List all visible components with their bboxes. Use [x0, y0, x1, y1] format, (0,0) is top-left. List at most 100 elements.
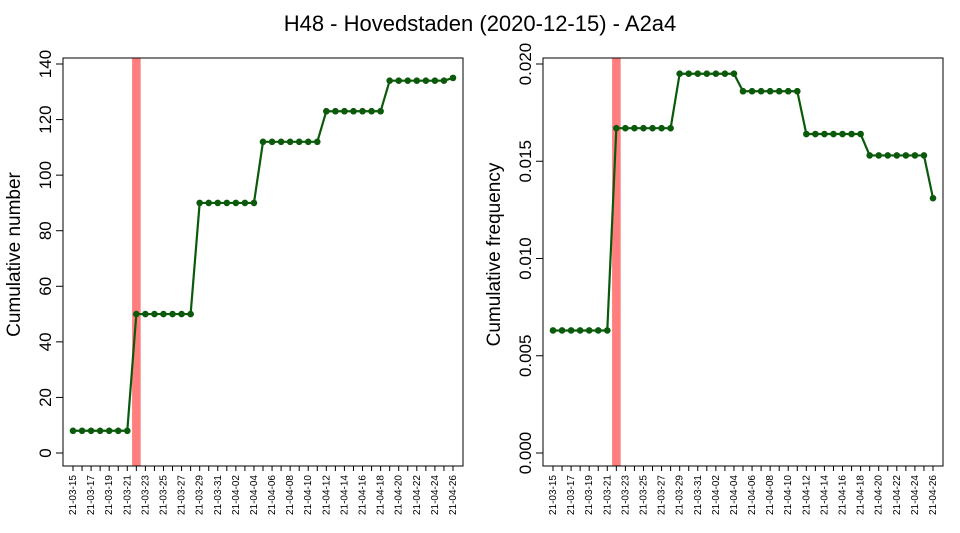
data-point	[313, 138, 321, 146]
data-point	[775, 87, 783, 95]
x-tick-label: 21-03-31	[213, 475, 224, 515]
data-point	[404, 77, 412, 84]
y-tick-label: 0.005	[516, 334, 535, 377]
data-point	[893, 152, 901, 159]
data-point	[178, 310, 185, 318]
data-point	[821, 130, 828, 138]
data-point	[694, 70, 702, 78]
right-panel-cumulative-frequency: 0.000 0.005 0.010 0.015 0.020 Cumulative freq…	[484, 43, 944, 515]
plot-frame	[62, 57, 464, 467]
y-tick-label: 40	[36, 332, 55, 351]
data-point	[223, 199, 231, 207]
data-point	[667, 124, 674, 132]
data-point	[594, 327, 602, 334]
x-tick-label: 21-04-10	[783, 475, 794, 515]
highlight-band	[132, 58, 141, 466]
data-point	[884, 152, 892, 159]
x-tick-label: 21-03-29	[195, 475, 206, 515]
y-tick-label: 140	[36, 50, 55, 78]
data-point	[703, 70, 711, 78]
x-tick-label: 21-04-16	[358, 475, 369, 515]
data-point	[748, 87, 756, 95]
data-point	[920, 152, 928, 159]
data-point	[640, 124, 647, 132]
data-point	[866, 152, 873, 159]
x-tick-label: 21-04-04	[729, 475, 740, 515]
data-point	[377, 107, 384, 115]
x-tick-label: 21-03-25	[158, 475, 169, 515]
data-point	[268, 138, 276, 146]
plot-frame	[542, 57, 944, 467]
x-tick-label: 21-03-17	[566, 475, 577, 515]
data-point	[712, 70, 720, 78]
data-point	[114, 427, 122, 435]
data-point	[142, 310, 149, 318]
data-point	[793, 87, 801, 95]
x-tick-label: 21-04-10	[303, 475, 314, 515]
data-point	[549, 327, 557, 334]
data-point	[431, 77, 439, 84]
x-tick-label: 21-03-17	[86, 475, 97, 515]
data-point	[277, 138, 285, 146]
left-panel-cumulative-number: 0 20 40 60 80 100 120 140 Cumulative number 21-03…	[4, 50, 464, 515]
x-tick-label: 21-04-18	[376, 475, 387, 515]
x-tick-label: 21-03-27	[657, 475, 668, 515]
series-line	[553, 72, 935, 332]
x-tick-label: 21-03-21	[602, 475, 613, 515]
y-tick-label: 0.015	[516, 140, 535, 183]
x-tick-label: 21-03-31	[693, 475, 704, 515]
y-tick-label: 60	[36, 277, 55, 296]
data-point	[603, 327, 611, 334]
y-tick-label: 20	[36, 388, 55, 407]
data-point	[857, 130, 864, 138]
data-point	[123, 427, 131, 435]
y-tick-label: 120	[36, 105, 55, 133]
data-point	[359, 107, 366, 115]
data-point	[649, 124, 656, 132]
data-point	[440, 77, 448, 84]
data-point	[739, 87, 747, 95]
x-tick-label: 21-04-24	[430, 475, 441, 515]
data-point	[830, 130, 837, 138]
data-point	[576, 327, 584, 334]
x-tick-label: 21-04-20	[874, 475, 885, 515]
data-point	[133, 310, 140, 318]
data-point	[96, 427, 104, 435]
y-tick-label: 0.000	[516, 432, 535, 475]
x-tick-label: 21-04-20	[394, 475, 405, 515]
data-point	[78, 427, 86, 435]
data-point	[205, 199, 213, 207]
data-point	[169, 310, 176, 318]
data-point	[368, 107, 375, 115]
data-point	[585, 327, 593, 334]
data-point	[622, 124, 629, 132]
data-point	[187, 310, 194, 318]
data-point	[766, 87, 774, 95]
data-point	[413, 77, 421, 84]
data-point	[911, 152, 919, 159]
x-tick-label: 21-04-16	[838, 475, 849, 515]
data-point	[69, 427, 77, 435]
series-line	[73, 76, 454, 432]
data-point	[295, 138, 303, 146]
x-tick-label: 21-04-06	[267, 475, 278, 515]
x-tick-label: 21-03-23	[140, 475, 151, 515]
data-point	[730, 70, 738, 78]
x-tick-label: 21-04-24	[910, 475, 921, 515]
data-point	[386, 77, 393, 84]
data-point	[341, 107, 348, 115]
data-point	[676, 70, 683, 78]
data-point	[241, 199, 249, 207]
data-point	[160, 310, 167, 318]
y-tick-label: 0	[36, 448, 55, 457]
data-point	[784, 87, 792, 95]
x-tick-label: 21-03-19	[104, 475, 115, 515]
data-point	[658, 124, 665, 132]
data-point	[685, 70, 693, 78]
x-tick-label: 21-03-21	[122, 475, 133, 515]
data-point	[902, 152, 910, 159]
y-tick-label: 0.010	[516, 237, 535, 280]
data-point	[839, 130, 846, 138]
data-point	[323, 107, 330, 115]
data-point	[875, 152, 883, 159]
